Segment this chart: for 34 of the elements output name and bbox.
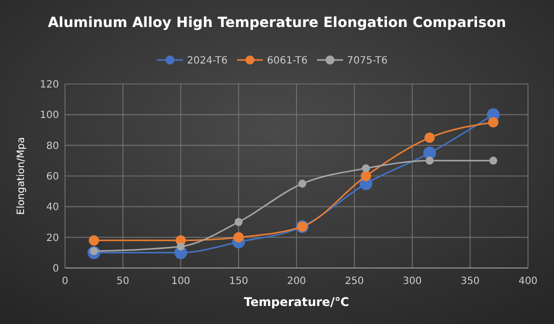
point xyxy=(298,180,306,188)
legend-label: 6061-T6 xyxy=(267,56,308,66)
y-tick-label: 0 xyxy=(52,264,59,274)
y-tick-label: 60 xyxy=(46,172,59,182)
point xyxy=(423,146,436,160)
x-tick-label: 150 xyxy=(229,276,248,287)
y-axis-title: Elongation/Mpa xyxy=(16,137,27,215)
x-tick-label: 50 xyxy=(116,276,130,287)
y-tick-label: 120 xyxy=(40,80,59,90)
point xyxy=(176,242,185,251)
x-tick-label: 100 xyxy=(171,276,190,287)
x-tick-label: 350 xyxy=(460,276,480,287)
x-tick-label: 0 xyxy=(62,276,68,287)
x-tick-label: 250 xyxy=(344,276,364,287)
point xyxy=(234,218,243,226)
x-tick-label: 200 xyxy=(286,276,306,287)
point xyxy=(426,156,434,165)
x-tick-label: 300 xyxy=(402,276,422,287)
point xyxy=(362,164,370,172)
point xyxy=(489,156,498,165)
y-tick-label: 40 xyxy=(46,202,59,214)
legend-label: 2024-T6 xyxy=(187,56,228,66)
chart-title: Aluminum Alloy High Temperature Elongation Comparison xyxy=(48,15,506,31)
x-tick-label: 400 xyxy=(518,276,538,287)
y-tick-label: 20 xyxy=(46,232,59,244)
y-tick-label: 80 xyxy=(46,140,59,152)
point xyxy=(233,232,244,243)
y-tick-label: 100 xyxy=(40,110,59,122)
point xyxy=(424,132,435,143)
point xyxy=(88,235,100,246)
point xyxy=(488,117,498,128)
legend-label: 7075-T6 xyxy=(347,56,388,66)
x-axis-title: Temperature/℃ xyxy=(244,295,350,309)
point xyxy=(360,170,372,182)
